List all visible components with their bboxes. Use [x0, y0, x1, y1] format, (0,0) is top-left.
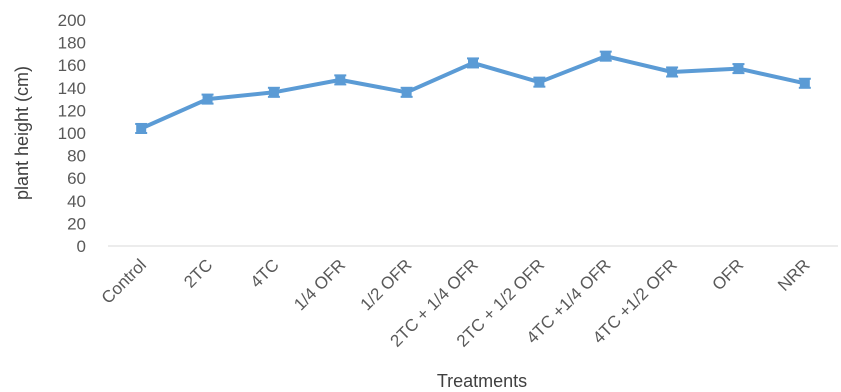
x-tick-label: 2TC: [180, 255, 216, 291]
data-point: [335, 74, 346, 85]
x-tick-label: 1/4 OFR: [290, 255, 349, 314]
data-point: [534, 77, 545, 88]
y-axis-title: plant height (cm): [12, 66, 32, 200]
x-tick-label: 4TC: [247, 255, 283, 291]
y-tick-label: 100: [58, 124, 86, 143]
data-point: [202, 94, 213, 105]
y-tick-label: 0: [77, 237, 86, 256]
x-tick-label: OFR: [708, 255, 747, 294]
x-axis-title: Treatments: [437, 371, 527, 391]
y-tick-label: 40: [67, 192, 86, 211]
y-tick-label: 20: [67, 214, 86, 233]
y-tick-label: 200: [58, 11, 86, 30]
data-point: [468, 57, 478, 68]
y-axis-ticks: 0 20 40 60 80 100 120 140 160 180 200: [58, 11, 86, 256]
series-layer: [135, 50, 811, 134]
data-point: [799, 78, 810, 89]
x-tick-label: Control: [98, 255, 150, 307]
data-point: [401, 87, 412, 98]
data-point: [667, 66, 678, 77]
data-point: [600, 51, 611, 62]
y-tick-label: 80: [67, 147, 86, 166]
y-tick-label: 180: [58, 34, 86, 53]
data-point: [136, 123, 147, 134]
y-tick-label: 120: [58, 101, 86, 120]
y-tick-label: 60: [67, 169, 86, 188]
x-tick-label: 1/2 OFR: [357, 255, 416, 314]
y-tick-label: 140: [58, 79, 86, 98]
data-point: [268, 87, 279, 98]
x-tick-label: NRR: [774, 255, 813, 294]
data-point: [733, 63, 744, 74]
y-tick-label: 160: [58, 56, 86, 75]
